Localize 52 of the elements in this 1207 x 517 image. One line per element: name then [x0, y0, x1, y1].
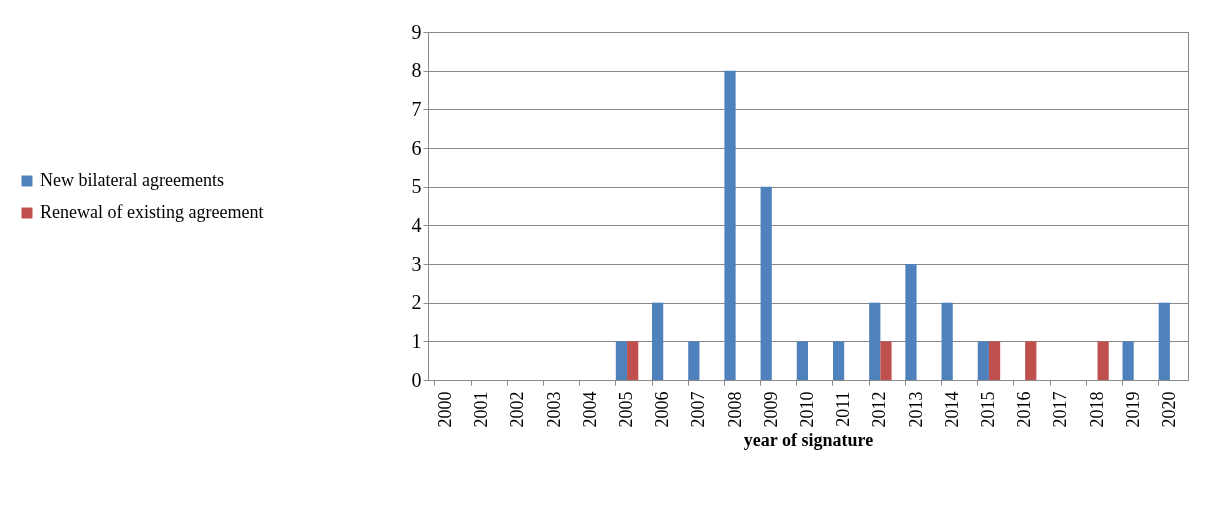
y-tick-label: 8 — [411, 59, 422, 82]
bar — [832, 341, 845, 380]
y-tick-label: 3 — [411, 252, 422, 275]
x-tick-label: 2013 — [905, 391, 926, 428]
x-tick-label: 2005 — [616, 391, 637, 428]
x-tick-label: 2007 — [688, 391, 709, 428]
x-tick-label: 2012 — [869, 391, 890, 428]
bar — [905, 264, 917, 380]
x-tick-label: 2015 — [977, 391, 998, 428]
x-tick-label: 2003 — [543, 391, 564, 428]
x-tick-label: 2004 — [579, 391, 600, 428]
x-tick-label: 2014 — [941, 391, 962, 428]
bar — [988, 341, 1001, 380]
x-tick-label: 2006 — [652, 391, 673, 428]
x-tick-label: 2020 — [1158, 391, 1179, 428]
bar — [627, 341, 639, 380]
x-tick-label: 2001 — [471, 391, 492, 428]
x-tick-label: 2010 — [797, 391, 817, 428]
y-tick-label: 4 — [411, 213, 422, 236]
x-tick-label: 2000 — [435, 391, 456, 428]
y-tick-label: 7 — [411, 97, 422, 120]
bar — [796, 341, 808, 380]
x-axis-title: year of signature — [743, 429, 874, 450]
x-tick-label: 2011 — [833, 391, 854, 427]
x-tick-label: 2018 — [1086, 391, 1107, 428]
bar — [724, 70, 736, 380]
bar — [941, 302, 953, 380]
y-tick-label: 0 — [411, 368, 422, 391]
x-tick-label: 2008 — [724, 391, 745, 428]
bar — [1097, 341, 1109, 380]
bar — [1122, 341, 1134, 380]
y-tick-label: 9 — [411, 20, 422, 43]
x-tick-label: 2009 — [760, 391, 781, 428]
bar — [615, 341, 628, 380]
bar — [1025, 341, 1037, 380]
x-tick-label: 2002 — [507, 391, 528, 428]
bar — [760, 186, 772, 380]
x-tick-label: 2016 — [1014, 391, 1035, 428]
x-tick-label: 2017 — [1050, 391, 1071, 428]
y-tick-label: 2 — [411, 291, 422, 314]
bar — [977, 341, 989, 380]
bar — [688, 341, 700, 380]
legend-label: Renewal of existing agreement — [40, 202, 264, 222]
bar — [652, 302, 664, 380]
y-tick-label: 5 — [411, 175, 422, 198]
y-tick-label: 6 — [411, 136, 422, 159]
x-tick-label: 2019 — [1122, 391, 1143, 428]
bar — [869, 302, 881, 380]
legend-label: New bilateral agreements — [40, 170, 224, 190]
bar — [880, 341, 892, 380]
y-tick-label: 1 — [411, 329, 422, 352]
bar — [1158, 302, 1170, 380]
